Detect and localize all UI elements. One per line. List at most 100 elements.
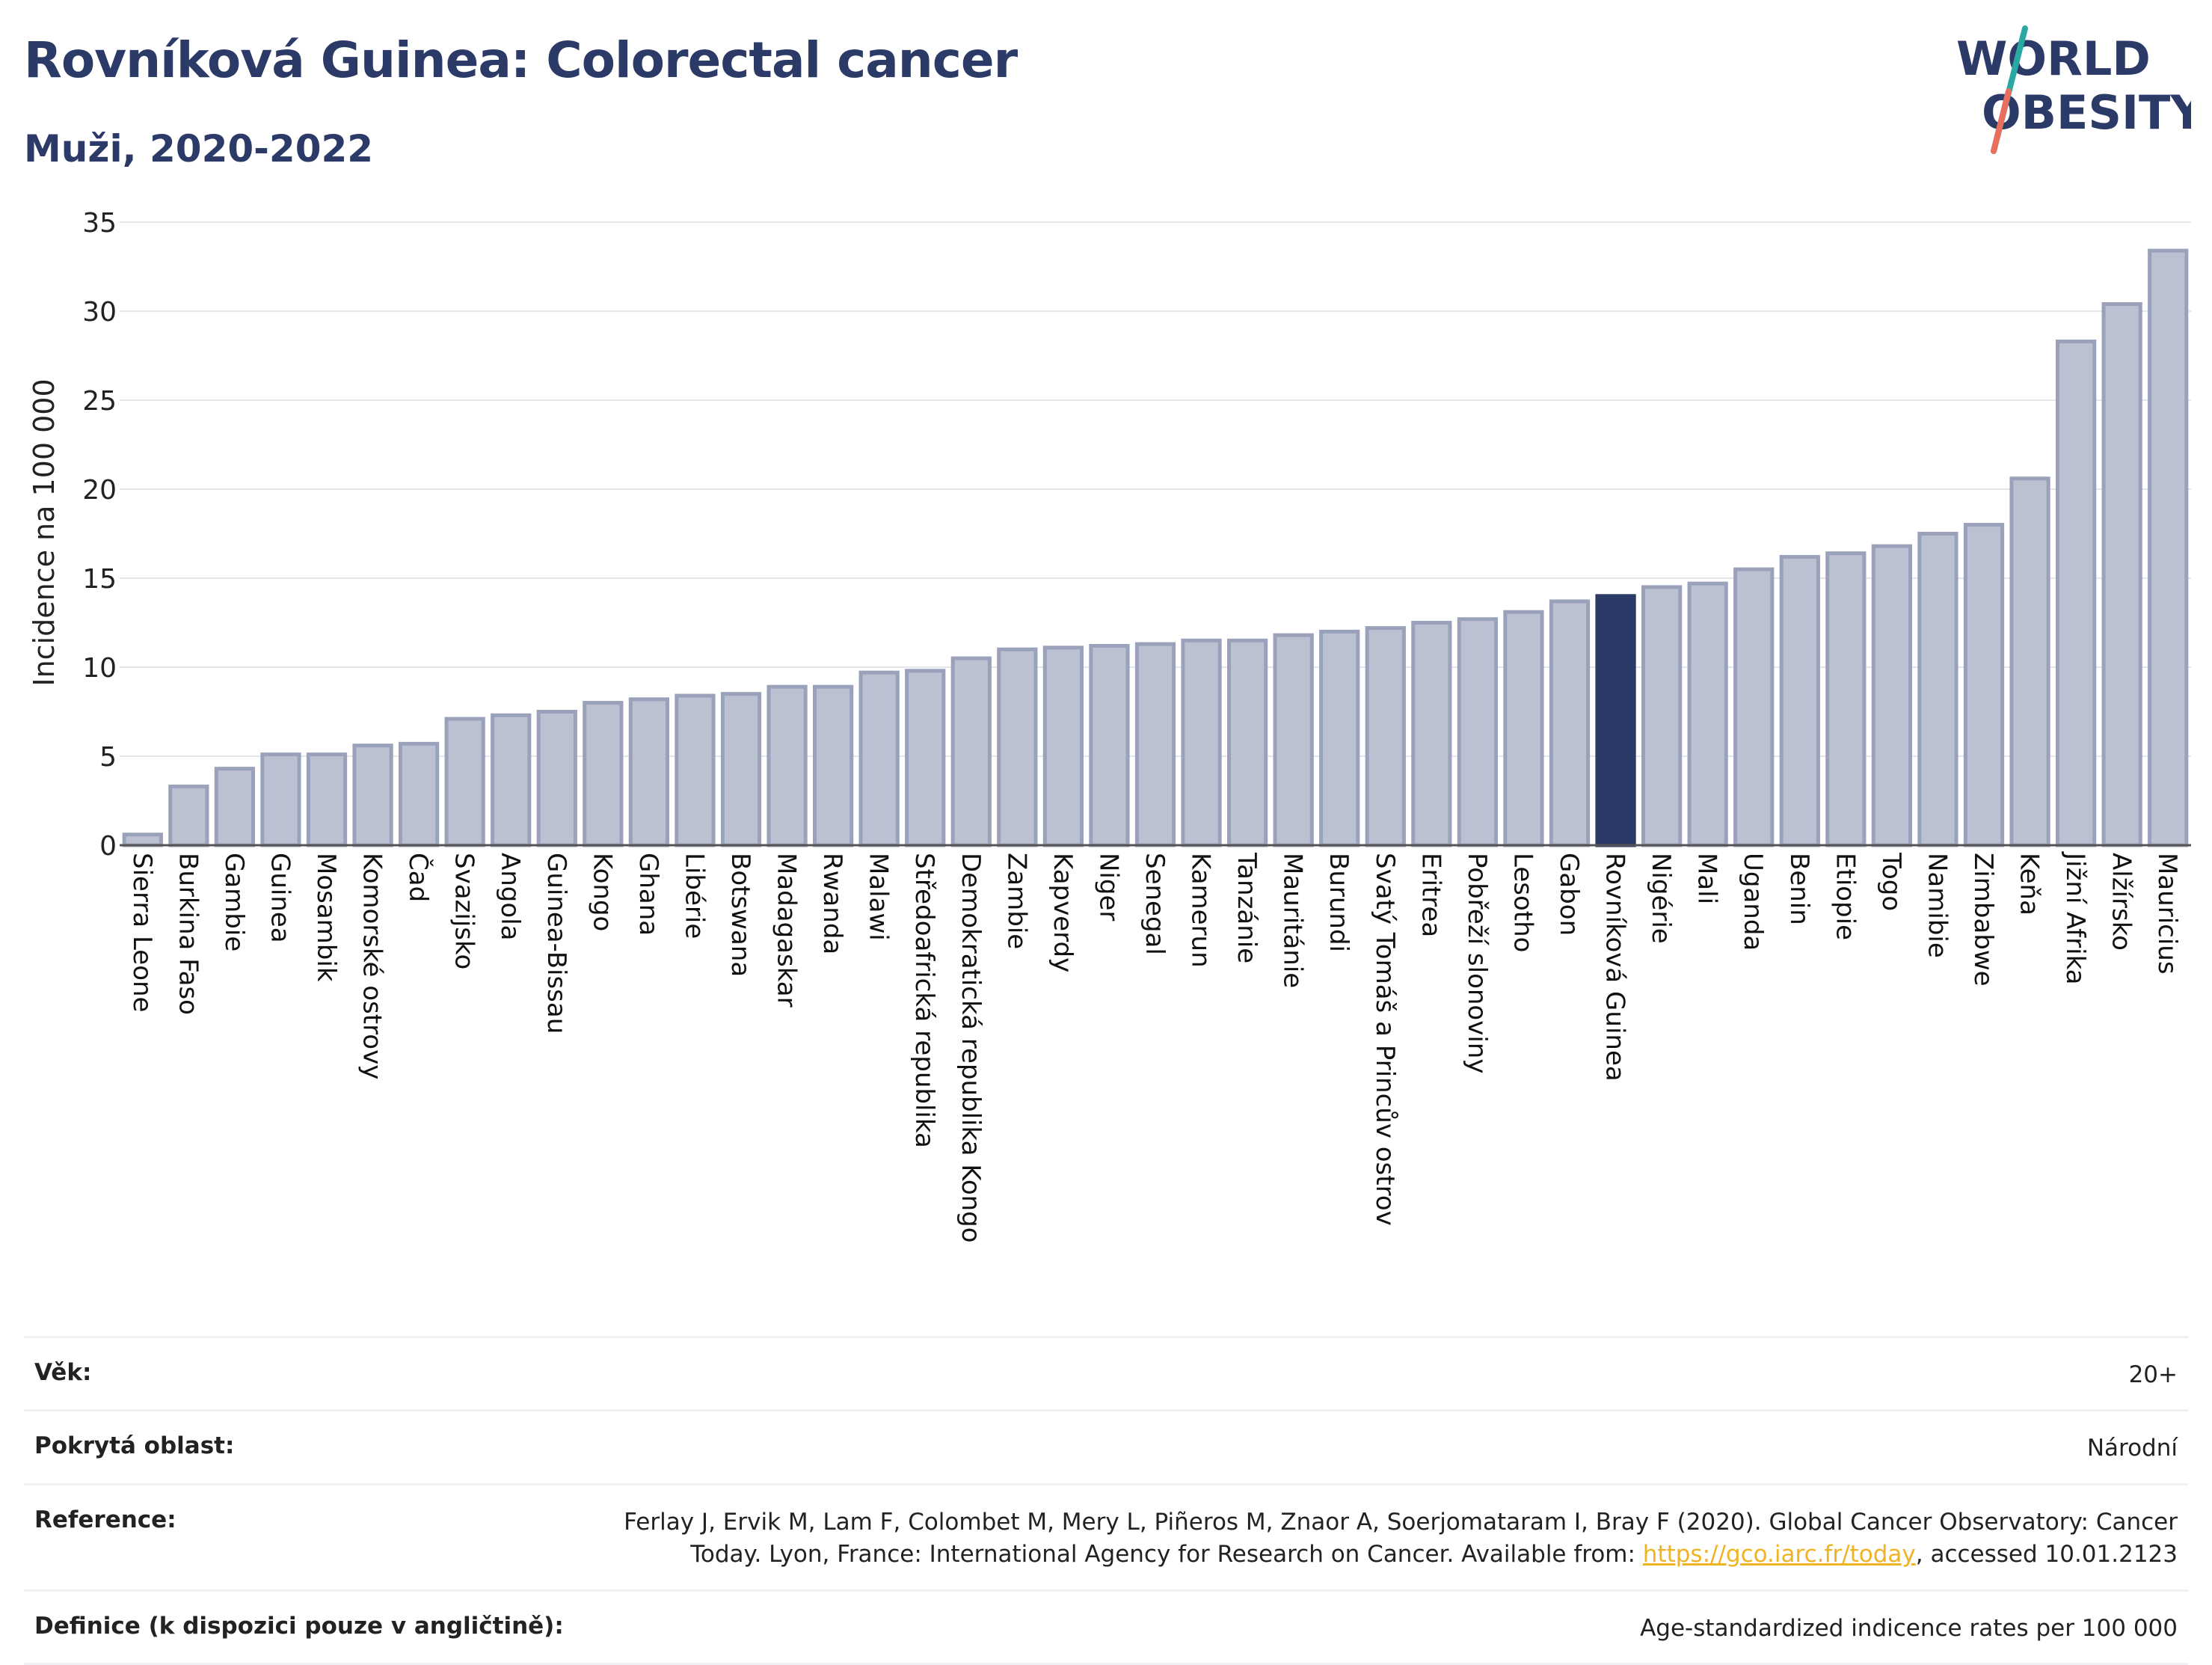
- bar-al-rsko: [2101, 301, 2142, 847]
- x-axis-labels: Sierra Leone Burkina Faso Gambie Guinea Mosa…: [127, 851, 2182, 1243]
- x-tick-label: Svazijsko: [449, 853, 479, 969]
- y-axis-title: Incidence na 100 000: [28, 378, 61, 686]
- bar-ji-n-afrika: [2055, 339, 2097, 847]
- bar-namibie: [1917, 532, 1958, 847]
- x-tick-label: Středoafrická republika: [909, 853, 939, 1148]
- x-tick-label: Gabon: [1554, 853, 1584, 936]
- x-tick-label: Namibie: [1922, 853, 1952, 958]
- bar-st-edoafrick-republika: [905, 669, 946, 847]
- bar-niger: [1089, 643, 1130, 847]
- x-tick-label: Niger: [1093, 853, 1123, 921]
- y-axis-ticks: 0 5 10 15 20 25 30 35: [82, 208, 117, 862]
- x-tick-label: Komorské ostrovy: [357, 853, 387, 1079]
- bar-mosambik: [306, 752, 348, 847]
- bar-zambie: [997, 647, 1038, 847]
- info-row-coverage: Pokrytá oblast: Národní: [24, 1411, 2188, 1485]
- reference-text-after: , accessed 10.01.2123: [1915, 1541, 2178, 1569]
- y-tick-label: 10: [82, 653, 117, 684]
- logo-line2: OBESITY: [1982, 85, 2191, 140]
- chart-subtitle: Muži, 2020-2022: [24, 127, 374, 171]
- bar-tanz-nie: [1226, 638, 1268, 847]
- x-tick-label: Kamerun: [1186, 853, 1216, 968]
- x-tick-label: Burundi: [1324, 853, 1354, 952]
- bar-sierra-leone: [122, 832, 163, 847]
- reference-text-before: Ferlay J, Ervik M, Lam F, Colombet M, Me…: [624, 1508, 2178, 1569]
- x-tick-label: Mauricius: [2152, 853, 2182, 975]
- x-tick-label: Senegal: [1140, 853, 1170, 955]
- x-tick-label: Svatý Tomáš a Princův ostrov: [1370, 853, 1400, 1226]
- x-tick-label: Rwanda: [817, 853, 847, 954]
- bar-gambie: [214, 767, 256, 847]
- chart-title: Rovníková Guinea: Colorectal cancer: [24, 31, 1018, 89]
- x-tick-label: Tanzánie: [1232, 852, 1262, 963]
- bar-kapverdy: [1042, 646, 1084, 847]
- bar-mali: [1687, 581, 1728, 847]
- bar-togo: [1871, 544, 1913, 847]
- bar-guinea-bissau: [536, 710, 577, 847]
- info-label-definition: Definice (k dispozici pouze v angličtině…: [34, 1612, 564, 1640]
- x-tick-label: Gambie: [219, 853, 249, 951]
- info-value-reference: Ferlay J, Ervik M, Lam F, Colombet M, Me…: [607, 1506, 2178, 1572]
- bar-senegal: [1134, 642, 1176, 847]
- bar-ghana: [628, 697, 670, 847]
- bar--ad: [398, 741, 440, 847]
- info-row-definition: Definice (k dispozici pouze v angličtině…: [24, 1592, 2188, 1665]
- bar-zimbabwe: [1963, 523, 2005, 847]
- reference-link[interactable]: https://gco.iarc.fr/today: [1642, 1541, 1916, 1569]
- bar-kamerun: [1181, 638, 1222, 847]
- x-tick-label: Kongo: [587, 853, 617, 931]
- info-label-reference: Reference:: [34, 1506, 176, 1533]
- bar-madagaskar: [766, 684, 808, 847]
- y-tick-label: 35: [82, 208, 117, 239]
- info-table: Věk: 20+ Pokrytá oblast: Národní Referen…: [24, 1336, 2188, 1665]
- bar-botswana: [720, 692, 762, 847]
- info-row-age: Věk: 20+: [24, 1338, 2188, 1412]
- x-tick-label: Guinea-Bissau: [541, 853, 571, 1034]
- y-tick-label: 0: [99, 831, 117, 862]
- y-tick-label: 25: [82, 386, 117, 417]
- x-tick-label: Jižní Afrika: [2060, 851, 2090, 985]
- x-tick-label: Eritrea: [1416, 853, 1446, 937]
- x-tick-label: Guinea: [265, 853, 295, 943]
- x-tick-label: Sierra Leone: [127, 853, 157, 1012]
- info-label-coverage: Pokrytá oblast:: [34, 1432, 235, 1460]
- bar-rovn-kov-guinea: [1595, 594, 1636, 847]
- x-tick-label: Rovníková Guinea: [1600, 853, 1630, 1082]
- bar-guinea: [260, 752, 301, 847]
- logo-line1: WORLD: [1956, 31, 2151, 86]
- x-tick-label: Madagaskar: [772, 853, 802, 1008]
- bar-kongo: [583, 701, 624, 847]
- bar-lib-rie: [675, 693, 716, 847]
- x-tick-label: Keňa: [2015, 853, 2044, 916]
- bar-eritrea: [1411, 621, 1452, 847]
- bar-mauricius: [2148, 248, 2189, 847]
- x-tick-label: Nigérie: [1646, 853, 1676, 944]
- bar-pob-e-slonoviny: [1457, 617, 1499, 847]
- info-value-coverage: Národní: [2086, 1435, 2178, 1462]
- info-row-reference: Reference: Ferlay J, Ervik M, Lam F, Col…: [24, 1485, 2188, 1592]
- bar-ke-a: [2009, 476, 2050, 847]
- bar-komorsk-ostrovy: [352, 743, 393, 847]
- x-tick-label: Zimbabwe: [1968, 853, 1998, 987]
- x-tick-label: Uganda: [1738, 853, 1768, 951]
- bar-burundi: [1319, 629, 1360, 847]
- bar-lesotho: [1503, 610, 1544, 847]
- x-tick-label: Lesotho: [1508, 853, 1537, 952]
- bar-rwanda: [812, 684, 854, 847]
- bar-demokratick-republika-kongo: [950, 656, 992, 847]
- bar-angola: [491, 713, 532, 847]
- info-label-age: Věk:: [34, 1359, 92, 1386]
- x-tick-label: Kapverdy: [1048, 853, 1078, 972]
- x-tick-label: Burkina Faso: [173, 853, 203, 1015]
- x-tick-label: Etiopie: [1830, 853, 1860, 940]
- world-obesity-logo: WORLD OBESITY: [1956, 25, 2191, 154]
- x-tick-label: Botswana: [725, 853, 755, 977]
- x-tick-label: Mauritánie: [1278, 853, 1308, 988]
- x-tick-label: Angola: [495, 853, 525, 940]
- x-tick-label: Benin: [1784, 853, 1814, 925]
- y-tick-label: 30: [82, 297, 117, 328]
- bar-maurit-nie: [1273, 633, 1314, 847]
- x-tick-label: Malawi: [864, 853, 894, 941]
- bar-svat-tom-a-princ-v-ostrov: [1365, 626, 1406, 847]
- y-tick-label: 5: [99, 742, 117, 773]
